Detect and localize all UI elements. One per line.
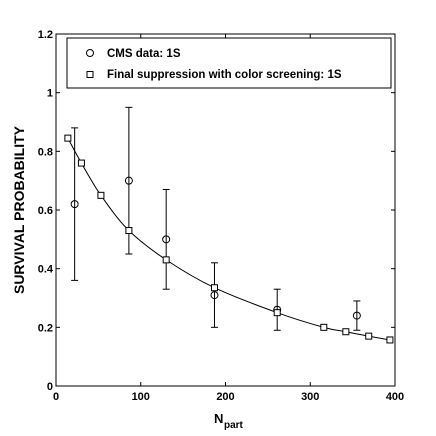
axis-ticks: 0 100 200 300 400 0 0.2 0.4 0.6 0.8 1 1.2 — [38, 29, 404, 403]
model-point — [77, 159, 85, 167]
legend-label-cms: CMS data: 1S — [107, 48, 181, 60]
x-tick-label: 300 — [301, 391, 319, 403]
cms-data-point — [352, 311, 361, 320]
y-axis-title: SURVIVAL PROBABILITY — [11, 125, 27, 294]
model-point — [125, 227, 133, 235]
y-tick-label: 1 — [47, 88, 53, 100]
model-point — [210, 284, 218, 292]
y-tick-label: 0.4 — [38, 264, 54, 276]
y-tick-label: 0.8 — [38, 146, 53, 158]
error-bars-group — [71, 106, 361, 331]
x-tick-label: 400 — [386, 391, 404, 403]
plot-area — [55, 33, 396, 387]
model-point — [97, 191, 105, 199]
markers-group — [64, 134, 394, 344]
model-point — [162, 256, 170, 264]
plot-frame — [55, 33, 396, 387]
legend-square-marker — [86, 71, 94, 78]
y-tick-label: 0.2 — [38, 322, 53, 334]
y-tick-label: 1.2 — [38, 29, 53, 41]
cms-data-point — [210, 291, 219, 300]
model-point — [273, 309, 281, 317]
legend-box — [66, 37, 392, 89]
y-tick-label: 0.6 — [38, 205, 53, 217]
x-tick-label: 200 — [216, 391, 234, 403]
cms-data-point — [124, 176, 133, 185]
y-tick-label: 0 — [47, 381, 53, 393]
model-point — [64, 134, 72, 142]
x-axis-title-subscript: part — [224, 420, 244, 431]
x-axis-title: N — [214, 411, 223, 426]
legend-circle-marker — [86, 49, 94, 57]
model-point — [342, 328, 350, 336]
legend: CMS data: 1S Final suppression with colo… — [66, 37, 392, 89]
model-point — [365, 332, 373, 340]
model-point — [320, 323, 328, 331]
model-point — [386, 336, 394, 344]
x-tick-label: 0 — [53, 391, 59, 403]
cms-data-point — [70, 200, 79, 209]
x-tick-label: 100 — [132, 391, 150, 403]
legend-label-model: Final suppression with color screening: … — [107, 69, 342, 81]
cms-data-point — [162, 235, 171, 244]
